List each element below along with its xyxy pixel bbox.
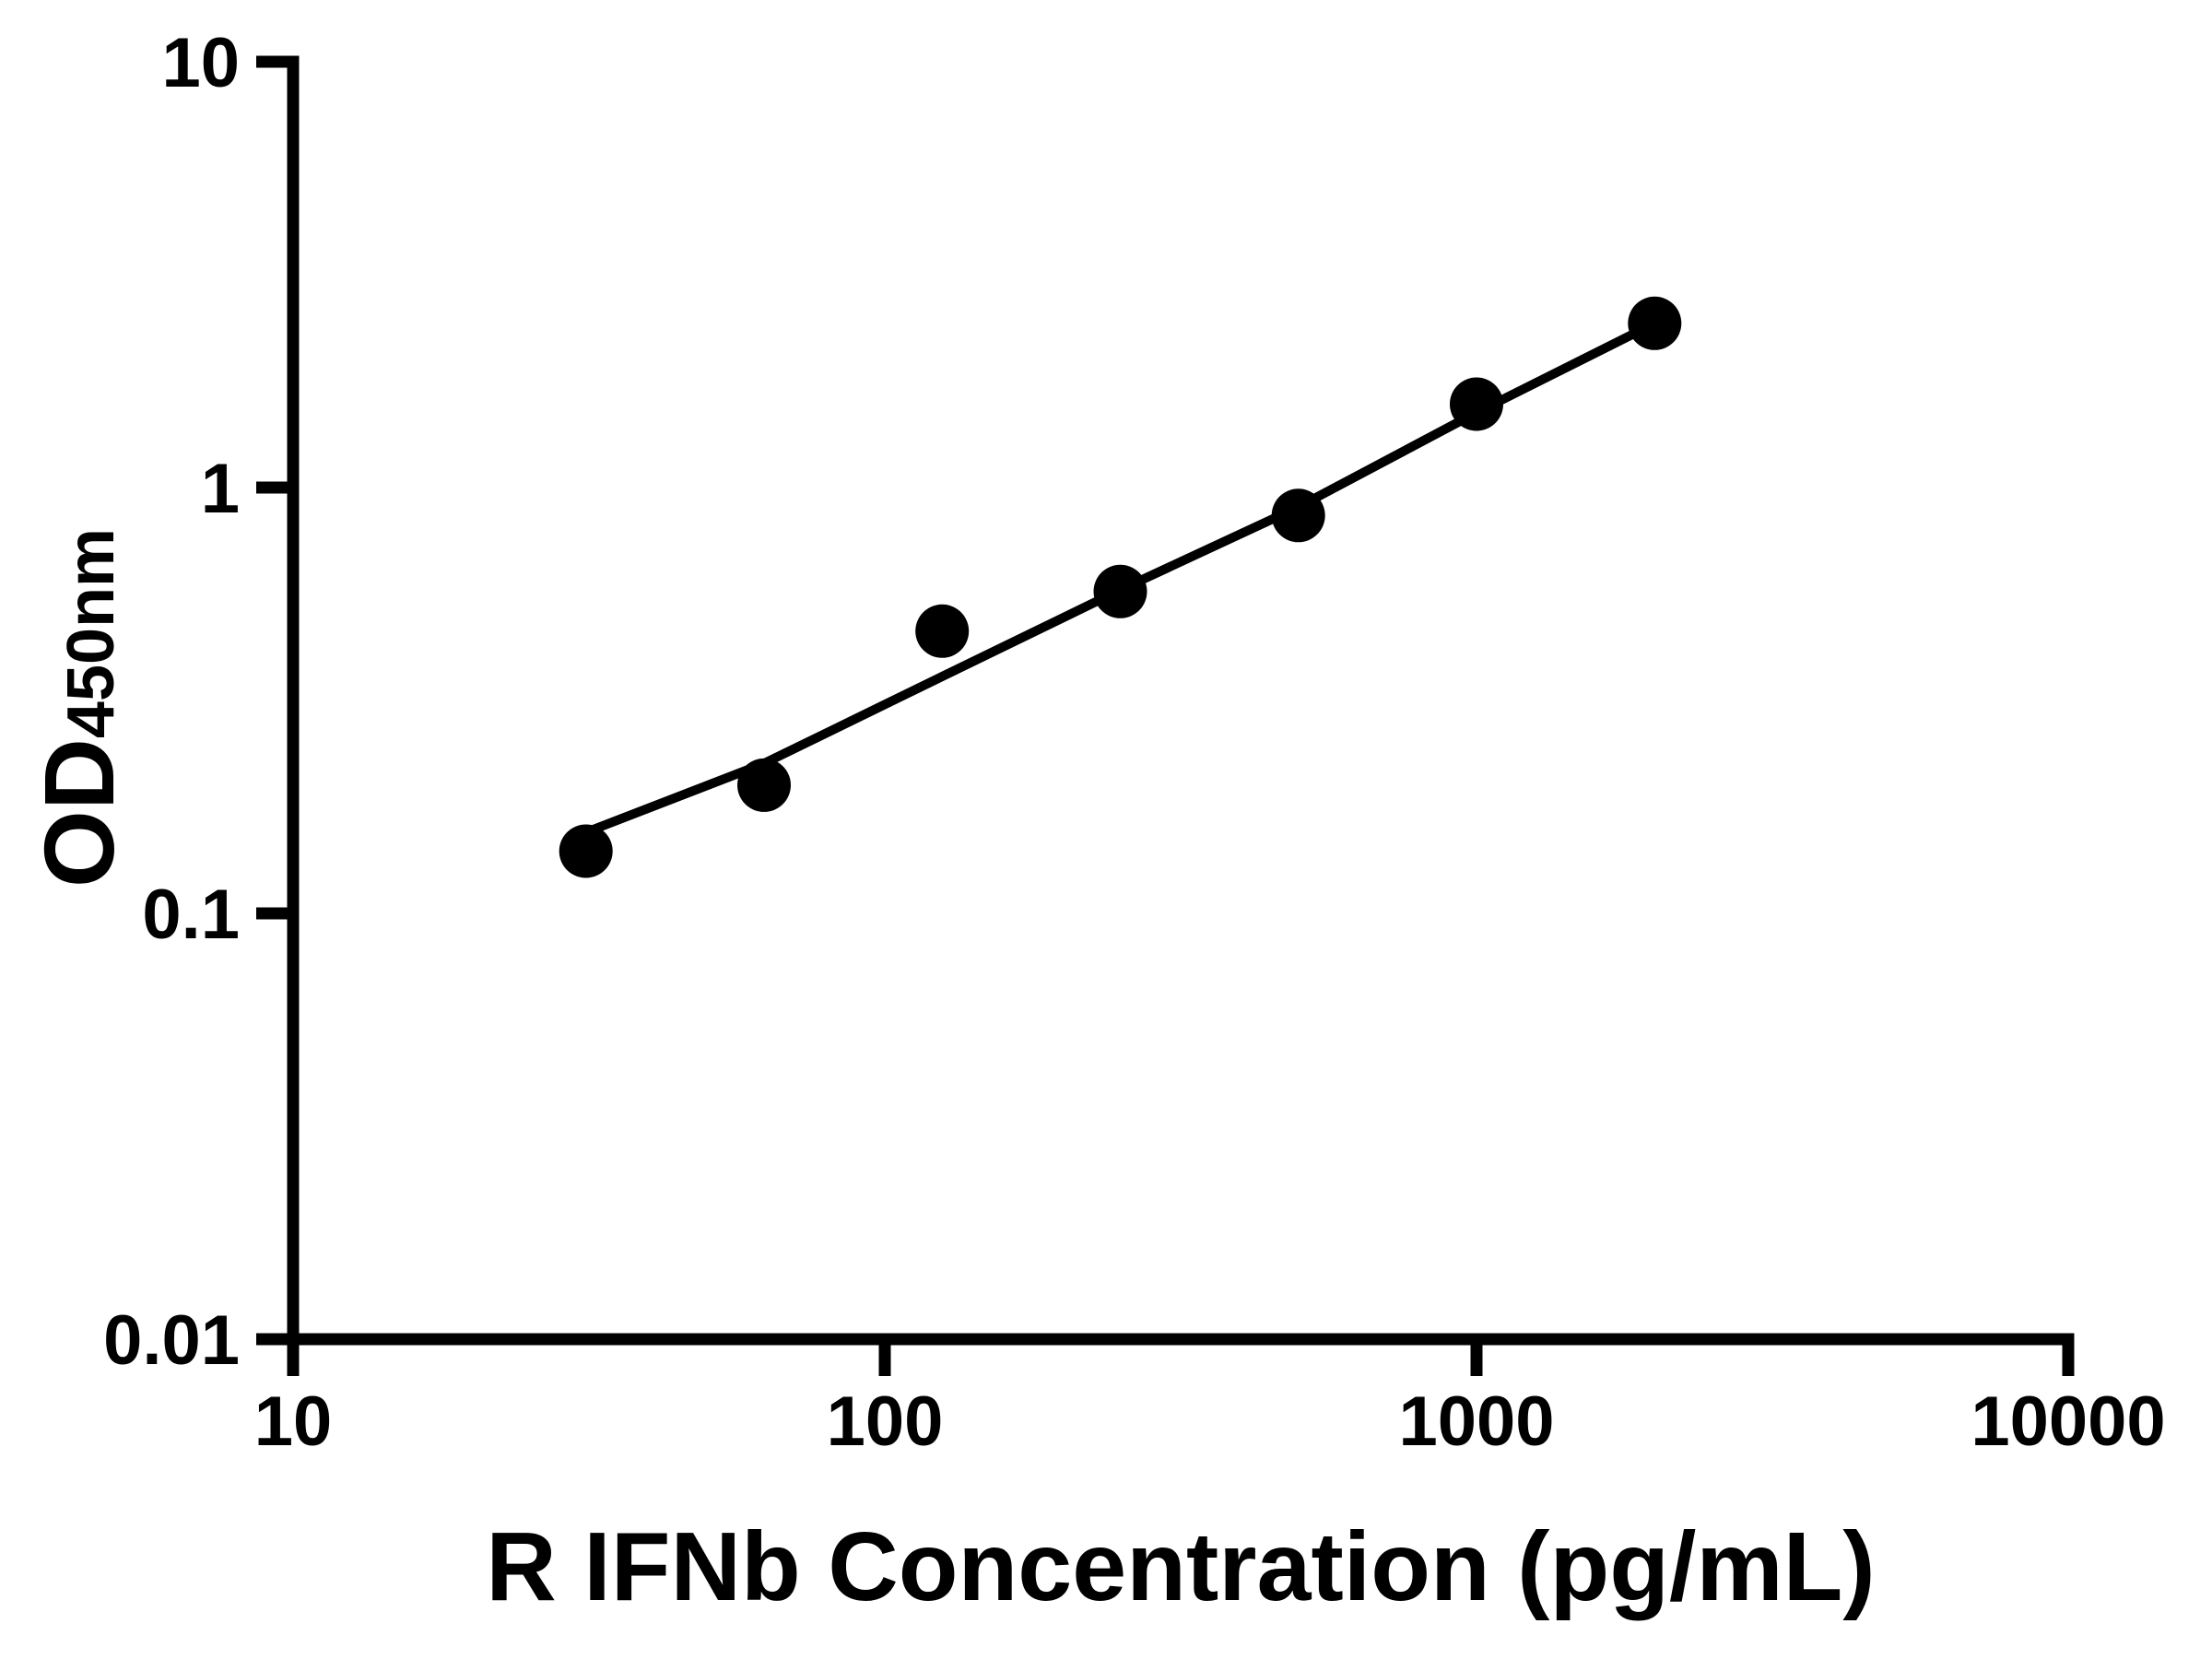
axes xyxy=(256,55,2075,1376)
x-tick-label: 1000 xyxy=(1398,1382,1554,1461)
x-tick-label: 10 xyxy=(254,1382,333,1461)
y-tick: 1 xyxy=(201,450,293,528)
x-axis-title: R IFNb Concentration (pg/mL) xyxy=(486,1512,1875,1621)
x-tick-label: 10000 xyxy=(1971,1382,2165,1461)
y-tick-label: 0.1 xyxy=(142,876,240,954)
y-tick: 10 xyxy=(161,24,293,102)
y-axis-title: OD450nm xyxy=(23,528,135,888)
data-point-marker xyxy=(737,758,791,812)
plot-content xyxy=(559,296,1682,878)
data-point-marker xyxy=(1628,296,1682,350)
y-ticks: 10 1 0.1 0.01 xyxy=(103,24,293,1380)
data-point-marker xyxy=(559,824,613,878)
data-point-marker xyxy=(1450,377,1503,431)
x-tick: 10000 xyxy=(1971,1339,2166,1461)
x-tick: 10 xyxy=(254,1339,333,1461)
x-tick: 1000 xyxy=(1398,1339,1555,1461)
y-tick-label: 0.01 xyxy=(103,1301,240,1380)
data-point-marker xyxy=(1093,564,1147,618)
y-tick: 0.1 xyxy=(142,876,293,954)
data-point-marker xyxy=(915,604,970,658)
x-axis-spine xyxy=(256,1333,2075,1376)
data-point-marker xyxy=(1271,488,1325,543)
y-tick-label: 10 xyxy=(161,24,240,102)
y-tick: 0.01 xyxy=(103,1301,293,1380)
x-tick: 100 xyxy=(827,1339,944,1461)
y-axis-spine xyxy=(256,55,300,1376)
y-axis-title-subscript: 450nm xyxy=(54,528,128,738)
y-axis-title-main: OD xyxy=(23,738,135,888)
y-tick-label: 1 xyxy=(201,450,240,528)
x-ticks: 10 100 1000 10000 xyxy=(254,1339,2166,1461)
x-tick-label: 100 xyxy=(827,1382,944,1461)
